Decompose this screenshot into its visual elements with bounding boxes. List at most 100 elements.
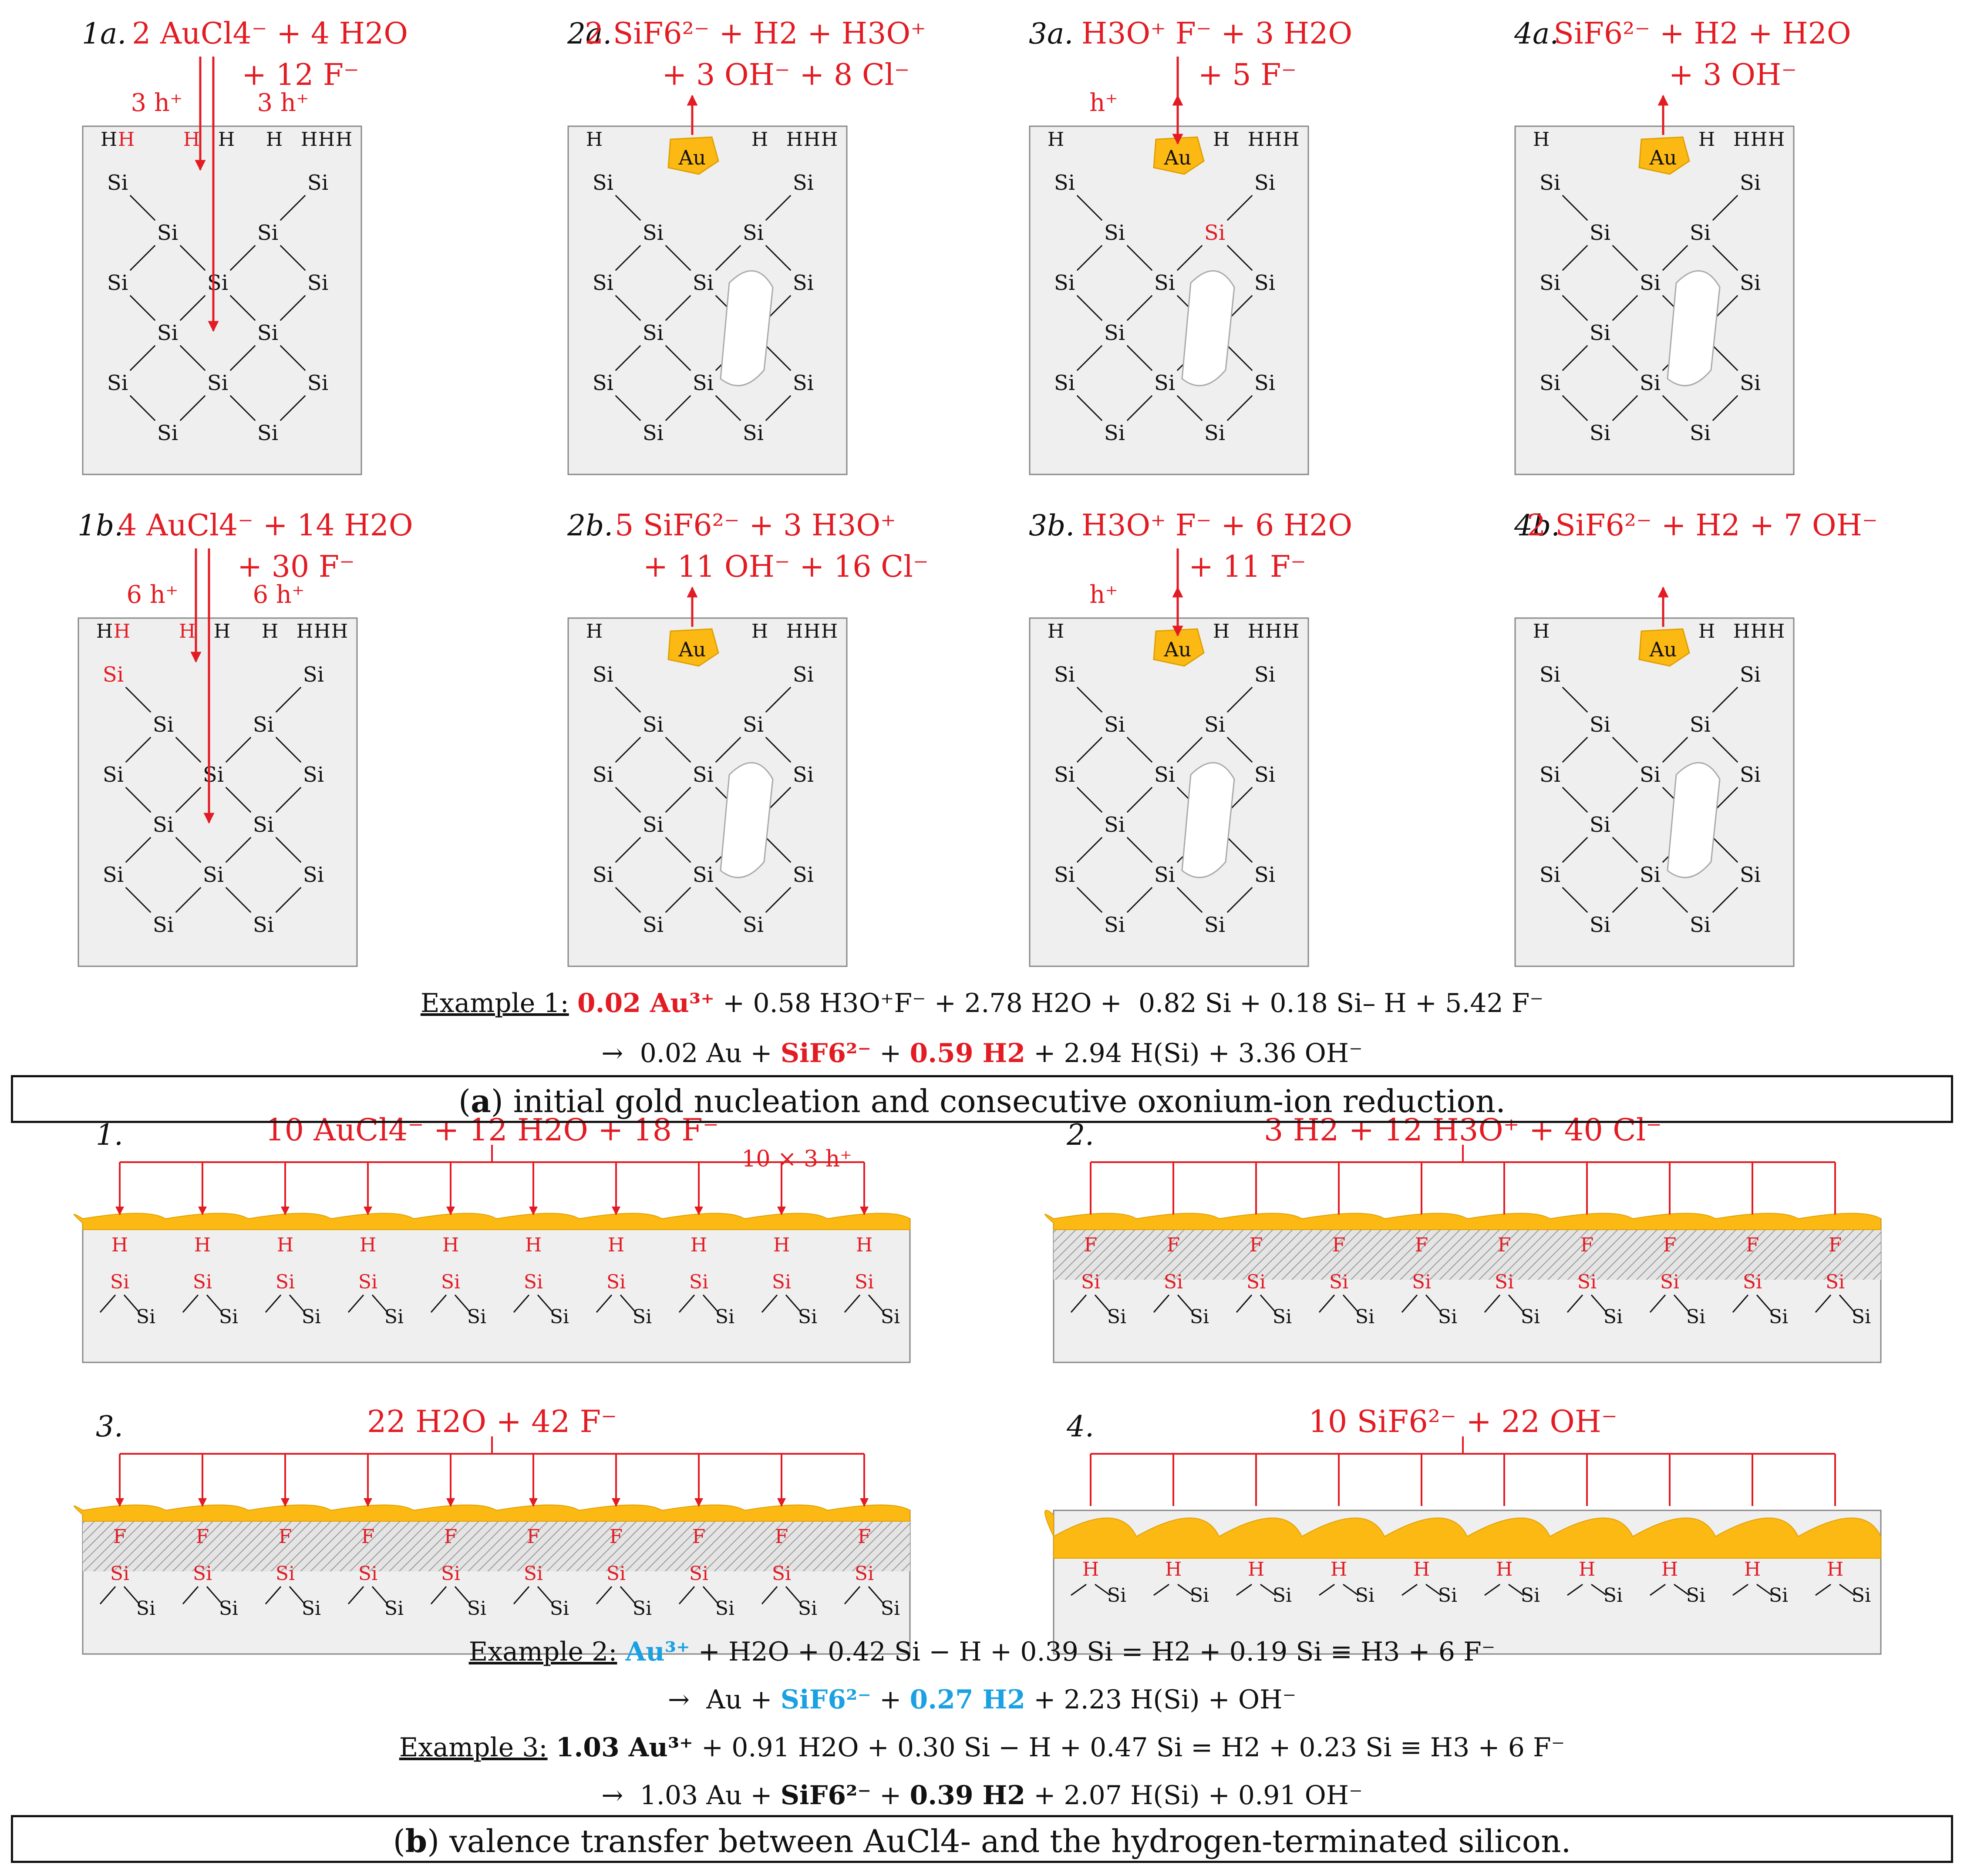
- au-particle: [1638, 628, 1690, 667]
- caption-a: (a) initial gold nucleation and consecut…: [11, 1075, 1953, 1123]
- si-si-bond: [99, 1586, 116, 1604]
- si-si-bond: [715, 245, 741, 271]
- si-si-bond: [129, 345, 156, 371]
- holes-label: 6 h⁺: [253, 581, 304, 609]
- si-si-bond: [125, 887, 152, 913]
- si-si-bond: [129, 395, 156, 421]
- si-si-bond: [1612, 395, 1638, 421]
- si-si-bond: [1177, 1584, 1193, 1596]
- surface-atom: H: [277, 1234, 293, 1256]
- si-si-bond: [620, 1294, 637, 1313]
- si-atom: Si: [1540, 763, 1560, 787]
- si-atom: Si: [693, 371, 714, 395]
- si-si-bond: [513, 1586, 530, 1604]
- si-atom: Si: [1590, 813, 1610, 837]
- si-si-bond: [678, 1294, 695, 1313]
- si-atom: Si: [219, 1306, 238, 1328]
- si-atom: Si: [606, 1271, 626, 1293]
- si-si-bond: [615, 295, 641, 321]
- caption-b-letter: b: [405, 1822, 428, 1859]
- si-si-bond: [1562, 245, 1588, 271]
- si-si-bond: [1071, 1584, 1087, 1596]
- caption-a-text: initial gold nucleation and consecutive …: [503, 1083, 1506, 1120]
- si-si-bond: [179, 245, 206, 271]
- si-si-bond: [765, 736, 792, 763]
- si-atom: Si: [1740, 271, 1761, 295]
- h-atom: H: [179, 620, 195, 642]
- h-atom: H: [821, 620, 838, 642]
- si-si-bond: [179, 295, 206, 321]
- si-atom: Si: [1604, 1584, 1623, 1607]
- panel-equation: 2 AuCl4⁻ + 4 H2O: [132, 17, 408, 51]
- si-si-bond: [99, 1294, 116, 1313]
- si-si-bond: [1612, 837, 1638, 863]
- si-si-bond: [765, 345, 792, 371]
- si-si-bond: [615, 736, 641, 763]
- si-si-bond: [1562, 686, 1588, 713]
- au-particle: [667, 136, 719, 175]
- si-si-bond: [1126, 736, 1153, 763]
- h-atom: H: [1048, 128, 1064, 151]
- h-atom: H: [1733, 128, 1750, 151]
- si-si-bond: [596, 1294, 613, 1313]
- si-atom: Si: [1107, 1306, 1126, 1328]
- si-si-bond: [225, 887, 252, 913]
- si-si-bond: [1095, 1584, 1111, 1596]
- example2-title: Example 2:: [468, 1637, 617, 1667]
- si-si-bond: [125, 787, 152, 813]
- si-si-bond: [715, 736, 741, 763]
- etch-pore: [1667, 270, 1721, 387]
- si-si-bond: [1176, 395, 1203, 421]
- au-particle: [1638, 136, 1690, 175]
- example3-rest: + 0.91 H2O + 0.30 Si − H + 0.47 Si = H2 …: [693, 1732, 1565, 1763]
- h-atom: H: [1283, 128, 1299, 151]
- surface-atom: H: [691, 1234, 707, 1256]
- si-si-bond: [1153, 1294, 1170, 1313]
- si-si-bond: [206, 1294, 223, 1313]
- panel-equation: + 11 F⁻: [1189, 550, 1306, 584]
- si-si-bond: [289, 1294, 306, 1313]
- si-atom: Si: [643, 913, 664, 937]
- si-si-bond: [1236, 1584, 1252, 1596]
- si-atom: Si: [303, 763, 324, 787]
- si-si-bond: [1226, 195, 1253, 221]
- si-atom: Si: [103, 863, 124, 887]
- si-atom: Si: [1690, 913, 1711, 937]
- h-atom: H: [804, 620, 820, 642]
- si-si-bond: [123, 1294, 140, 1313]
- si-atom: Si: [1826, 1271, 1845, 1293]
- h-atom: H: [318, 128, 335, 151]
- si-si-bond: [1662, 395, 1688, 421]
- surface-atom: F: [1663, 1234, 1677, 1256]
- si-si-bond: [761, 1586, 778, 1604]
- lattice-box: [1514, 125, 1795, 475]
- example3-line1: Example 3: 1.03 Au³⁺ + 0.91 H2O + 0.30 S…: [0, 1735, 1964, 1761]
- si-atom: Si: [643, 221, 664, 245]
- si-atom: Si: [693, 271, 714, 295]
- si-atom: Si: [881, 1306, 900, 1328]
- au-particle: [667, 628, 719, 667]
- caption-a-letter: a: [471, 1083, 491, 1120]
- si-atom: Si: [593, 763, 613, 787]
- si-atom: Si: [110, 1271, 129, 1293]
- si-si-bond: [615, 395, 641, 421]
- etch-pore: [720, 762, 774, 878]
- si-si-bond: [129, 295, 156, 321]
- si-atom: Si: [302, 1306, 321, 1328]
- si-atom: Si: [153, 713, 174, 737]
- surface-atom: F: [775, 1526, 788, 1548]
- si-si-bond: [1076, 395, 1103, 421]
- si-si-bond: [1562, 395, 1588, 421]
- panel-equation: 10 AuCl4⁻ + 12 H2O + 18 F⁻: [265, 1112, 719, 1148]
- si-atom: Si: [1054, 763, 1075, 787]
- si-atom: Si: [257, 421, 278, 445]
- panel-b1: H Si Si H Si Si H Si Si H Si Si H Si Si H Si Si H Si Si H Si Si…: [74, 1112, 911, 1363]
- si-si-bond: [1176, 245, 1203, 271]
- example3-au: 1.03 Au³⁺: [556, 1732, 693, 1763]
- surface-atom: H: [1082, 1558, 1099, 1580]
- panel-3a: SiSiSiSiSiSiSiSiSiSiSiSiSiSiHHHHHAu3a.H3…: [1029, 17, 1352, 475]
- si-si-bond: [1126, 245, 1153, 271]
- si-si-bond: [765, 195, 792, 221]
- si-si-bond: [280, 395, 306, 421]
- si-si-bond: [615, 837, 641, 863]
